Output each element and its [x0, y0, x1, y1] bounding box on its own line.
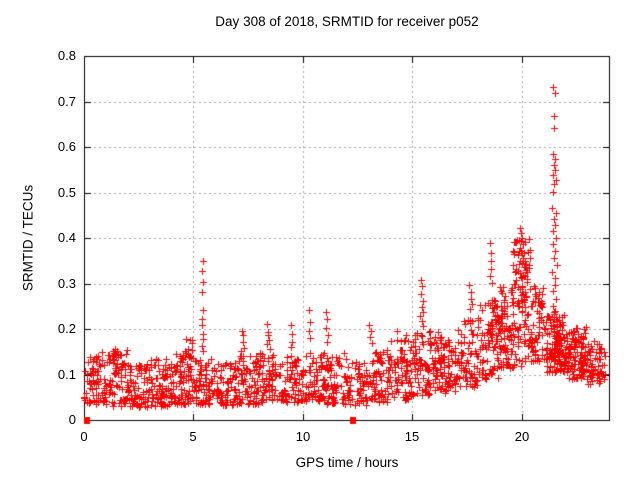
y-tick-label: 0.6 — [57, 139, 76, 154]
x-axis-label: GPS time / hours — [295, 455, 399, 470]
y-tick-label: 0.2 — [57, 321, 76, 336]
y-tick-label: 0.7 — [57, 94, 76, 109]
x-tick-label: 10 — [295, 429, 311, 444]
x-tick-label: 20 — [514, 429, 530, 444]
y-tick-label: 0.3 — [57, 276, 76, 291]
x-tick-label: 0 — [80, 429, 88, 444]
y-tick-label: 0.1 — [57, 367, 76, 382]
y-tick-label: 0.5 — [57, 185, 76, 200]
x-tick-label: 5 — [189, 429, 197, 444]
chart-title: Day 308 of 2018, SRMTID for receiver p05… — [215, 14, 479, 29]
y-tick-label: 0.4 — [57, 230, 76, 245]
y-tick-label: 0 — [68, 412, 76, 427]
x-tick-label: 15 — [404, 429, 420, 444]
y-axis-label: SRMTID / TECUs — [20, 184, 36, 292]
y-tick-label: 0.8 — [57, 48, 76, 63]
